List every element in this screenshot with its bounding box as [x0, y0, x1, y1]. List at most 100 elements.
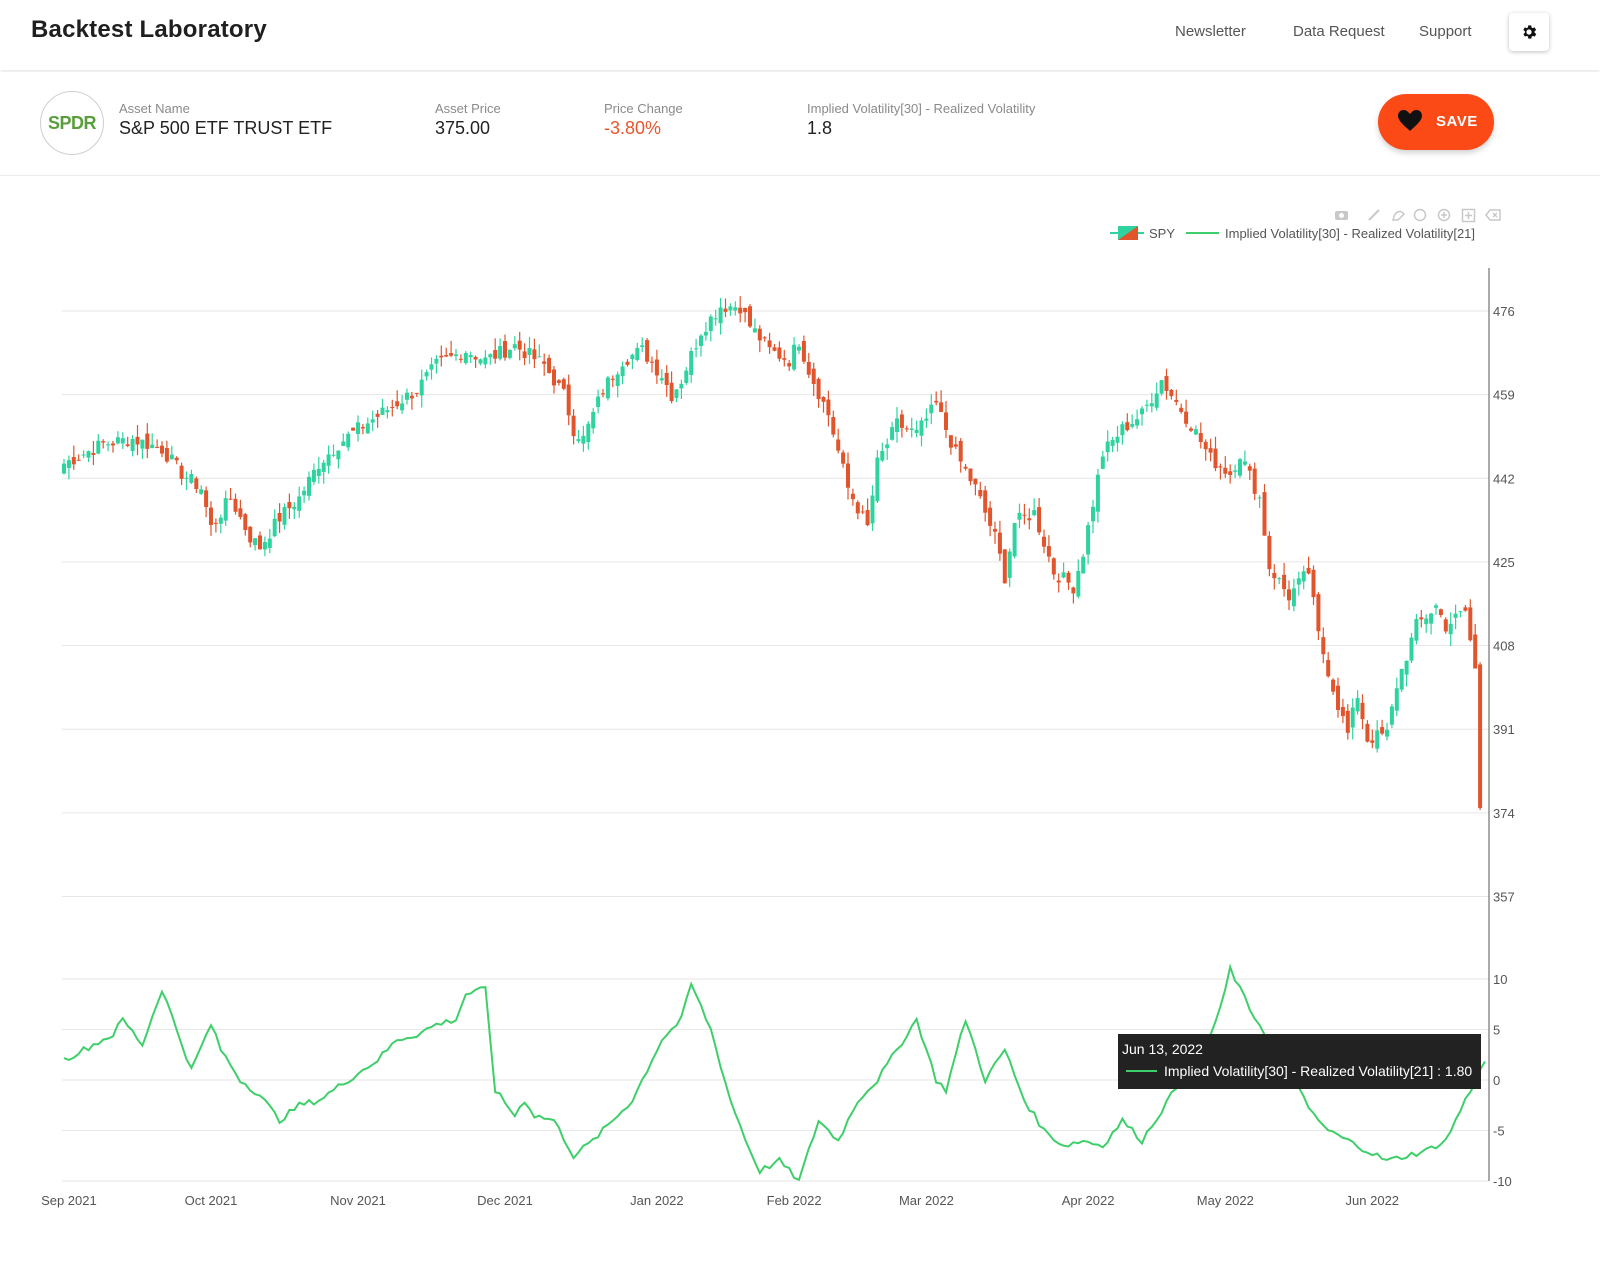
candle[interactable] — [395, 390, 400, 410]
candle[interactable] — [189, 469, 194, 484]
candle[interactable] — [1086, 521, 1091, 565]
candle[interactable] — [86, 450, 91, 462]
candle[interactable] — [782, 349, 787, 367]
candle[interactable] — [1296, 571, 1301, 596]
candle[interactable] — [1144, 399, 1149, 412]
candle[interactable] — [650, 356, 654, 373]
candle[interactable] — [297, 486, 302, 518]
candle[interactable] — [654, 349, 659, 384]
candle[interactable] — [1365, 720, 1370, 743]
candle[interactable] — [1203, 439, 1208, 461]
candle[interactable] — [194, 476, 199, 494]
candle[interactable] — [1198, 422, 1203, 449]
candle[interactable] — [1247, 463, 1252, 481]
candle[interactable] — [419, 369, 424, 408]
candle[interactable] — [331, 444, 336, 457]
nav-newsletter[interactable]: Newsletter — [1175, 23, 1246, 40]
candle[interactable] — [135, 425, 140, 456]
candle[interactable] — [1242, 450, 1247, 467]
candle[interactable] — [1252, 462, 1257, 501]
candle[interactable] — [424, 369, 429, 381]
candle[interactable] — [346, 431, 351, 451]
candle[interactable] — [120, 432, 125, 450]
candle[interactable] — [777, 341, 782, 362]
candle[interactable] — [537, 344, 542, 358]
legend-item-spy[interactable]: SPY — [1110, 226, 1175, 241]
candle[interactable] — [885, 438, 890, 460]
candle[interactable] — [1046, 535, 1051, 563]
candle[interactable] — [287, 493, 292, 519]
candle[interactable] — [659, 369, 664, 384]
candle[interactable] — [1355, 690, 1360, 715]
candle[interactable] — [1316, 592, 1321, 641]
candle[interactable] — [517, 331, 522, 361]
candle[interactable] — [262, 536, 267, 557]
candle[interactable] — [101, 439, 106, 449]
zoom-in-icon[interactable] — [1437, 208, 1451, 222]
candle[interactable] — [870, 485, 875, 531]
candle[interactable] — [571, 409, 576, 445]
candle[interactable] — [904, 425, 909, 432]
candle[interactable] — [674, 389, 679, 403]
candle[interactable] — [1130, 414, 1135, 429]
candle[interactable] — [1424, 614, 1429, 633]
candle[interactable] — [586, 421, 591, 450]
candle[interactable] — [684, 366, 689, 385]
candle[interactable] — [860, 505, 865, 515]
candle[interactable] — [748, 304, 752, 329]
candle[interactable] — [689, 347, 694, 383]
candle[interactable] — [248, 526, 253, 548]
candle[interactable] — [836, 428, 841, 454]
candle[interactable] — [463, 350, 468, 365]
candle[interactable] — [561, 377, 566, 391]
candle[interactable] — [890, 421, 895, 441]
candle[interactable] — [1414, 613, 1419, 645]
candle[interactable] — [150, 433, 155, 449]
candle[interactable] — [351, 427, 356, 431]
candle[interactable] — [1350, 698, 1355, 740]
candle[interactable] — [96, 434, 101, 455]
legend-item-volatility[interactable]: Implied Volatility[30] - Realized Volati… — [1186, 226, 1475, 241]
candle[interactable] — [591, 408, 596, 434]
candle[interactable] — [130, 435, 135, 457]
candle[interactable] — [1331, 678, 1336, 695]
candle[interactable] — [762, 336, 767, 342]
candle[interactable] — [610, 375, 615, 388]
candle[interactable] — [968, 468, 973, 486]
candle[interactable] — [390, 399, 395, 417]
candle[interactable] — [699, 333, 703, 357]
candle[interactable] — [723, 298, 728, 318]
candle[interactable] — [1071, 586, 1076, 604]
candle[interactable] — [850, 488, 855, 506]
candle[interactable] — [787, 360, 792, 372]
candle[interactable] — [375, 410, 380, 428]
candle[interactable] — [556, 379, 561, 386]
candle[interactable] — [924, 408, 929, 428]
candle[interactable] — [106, 441, 111, 452]
candle[interactable] — [1429, 612, 1434, 635]
candle[interactable] — [1291, 578, 1296, 612]
candle[interactable] — [1007, 548, 1012, 588]
candle[interactable] — [1326, 652, 1331, 678]
candle[interactable] — [978, 481, 983, 499]
candle[interactable] — [865, 498, 870, 527]
candle[interactable] — [370, 410, 375, 432]
candle[interactable] — [71, 445, 76, 470]
candle[interactable] — [821, 396, 826, 413]
candle[interactable] — [909, 417, 914, 438]
candle[interactable] — [326, 445, 331, 474]
candle[interactable] — [1257, 495, 1262, 509]
add-shape-icon[interactable] — [1461, 208, 1476, 223]
candle[interactable] — [615, 371, 620, 398]
candle[interactable] — [958, 438, 963, 473]
candle[interactable] — [512, 336, 517, 351]
candle[interactable] — [620, 361, 625, 385]
candle[interactable] — [1228, 464, 1233, 484]
candle[interactable] — [439, 345, 444, 367]
candle[interactable] — [914, 420, 919, 438]
candle[interactable] — [1179, 403, 1184, 414]
candle[interactable] — [365, 417, 370, 434]
candle[interactable] — [939, 390, 944, 413]
candle[interactable] — [507, 349, 512, 360]
candle[interactable] — [444, 347, 449, 358]
